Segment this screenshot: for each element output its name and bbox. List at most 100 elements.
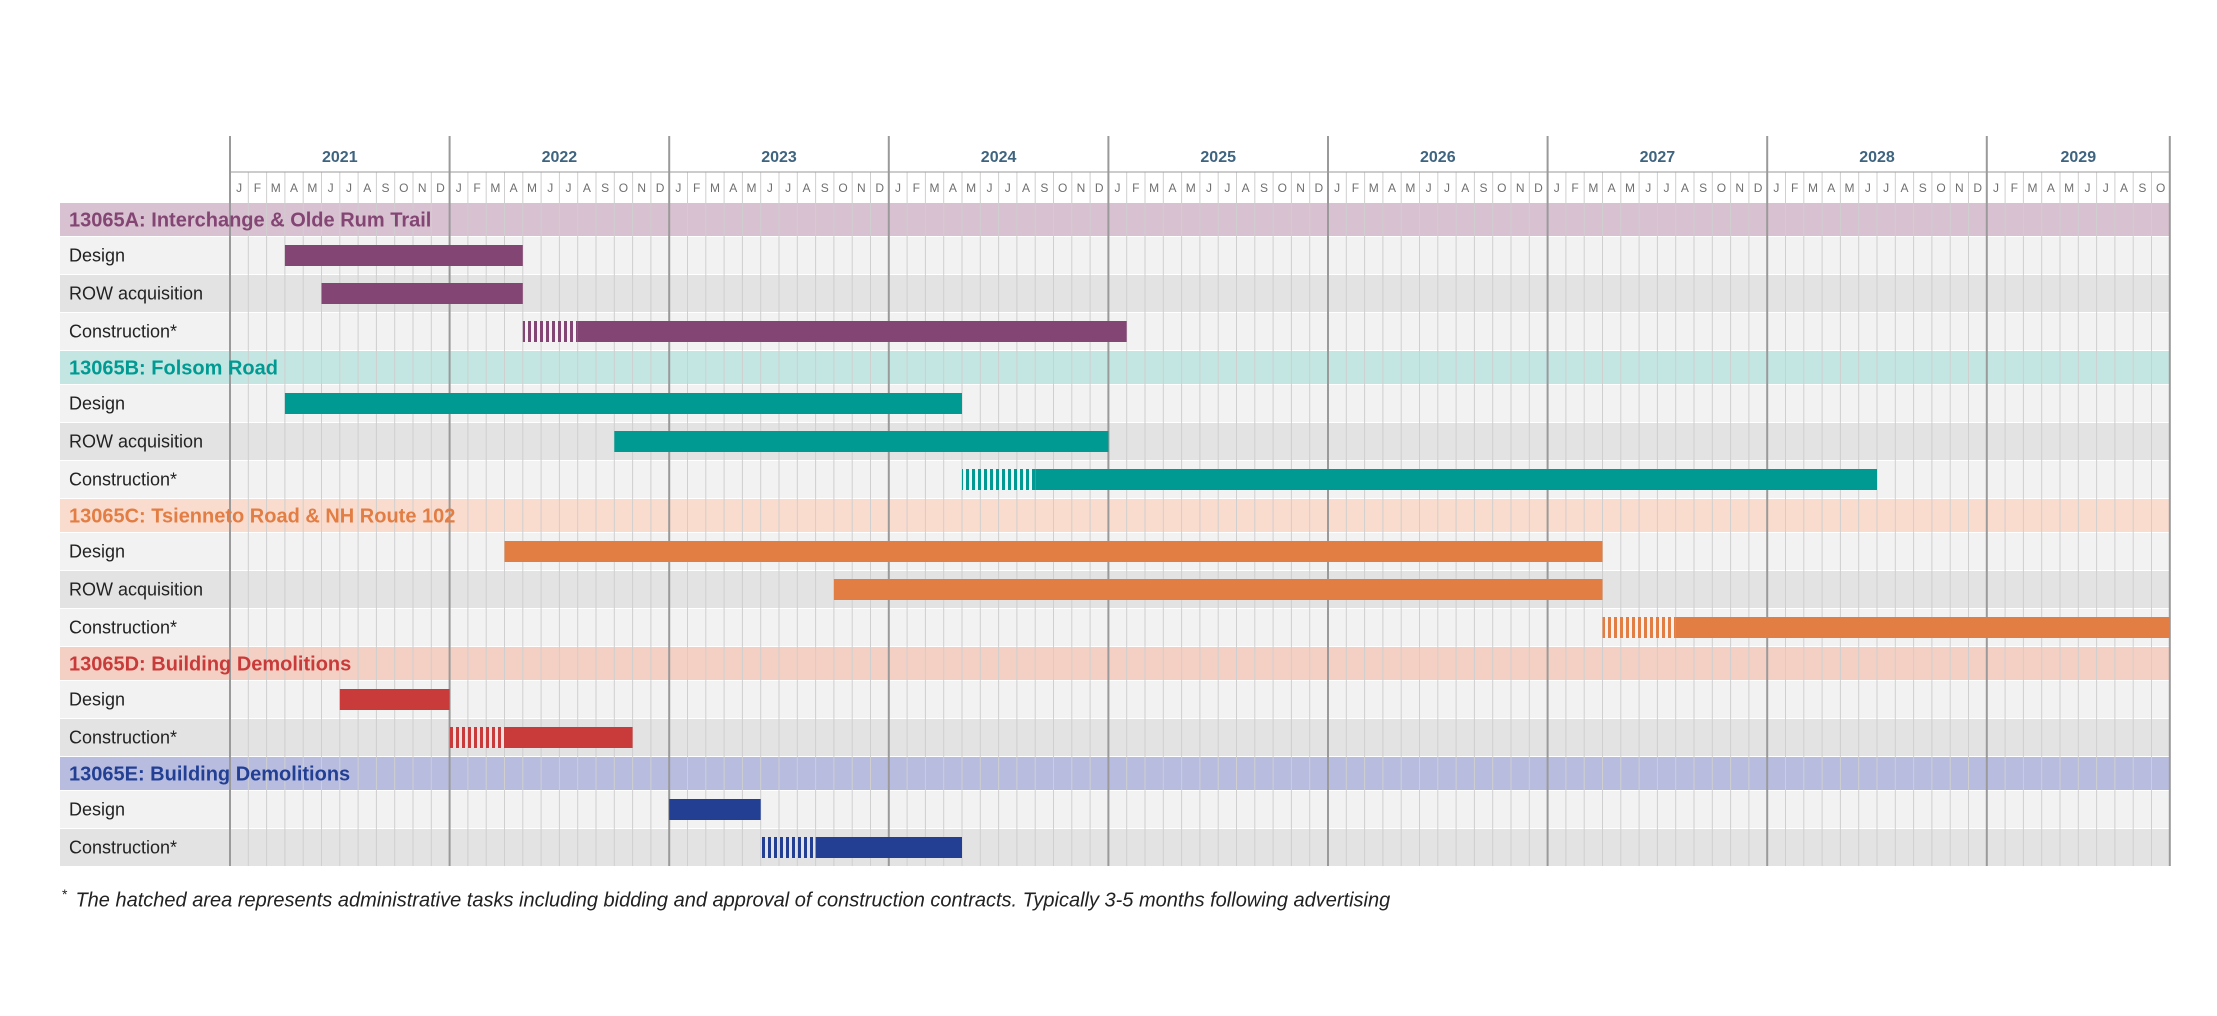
month-label: A xyxy=(363,181,371,195)
month-label: A xyxy=(1827,181,1835,195)
month-label: O xyxy=(2156,181,2165,195)
month-label: M xyxy=(966,181,976,195)
month-label: M xyxy=(490,181,500,195)
group-band xyxy=(60,647,2170,680)
month-label: J xyxy=(1993,181,1999,195)
month-label: O xyxy=(1058,181,1067,195)
month-label: O xyxy=(1278,181,1287,195)
task-label: Construction* xyxy=(69,322,177,342)
month-label: N xyxy=(637,181,646,195)
month-label: F xyxy=(1791,181,1798,195)
hatch-segment xyxy=(522,321,578,342)
task-label: Design xyxy=(69,394,125,414)
task-bars xyxy=(284,245,2170,858)
month-label: A xyxy=(729,181,737,195)
month-label: J xyxy=(1426,181,1432,195)
task-bar xyxy=(1035,469,1877,490)
month-label: N xyxy=(1955,181,1964,195)
task-label: Construction* xyxy=(69,470,177,490)
month-label: M xyxy=(1405,181,1415,195)
month-label: M xyxy=(307,181,317,195)
month-label: N xyxy=(1735,181,1744,195)
month-label: J xyxy=(2103,181,2109,195)
month-label: J xyxy=(328,181,334,195)
month-label: N xyxy=(418,181,427,195)
footnote-marker: * xyxy=(62,886,68,902)
group-label: 13065E: Building Demolitions xyxy=(69,764,350,786)
year-label: 2028 xyxy=(1859,149,1895,166)
row-backgrounds xyxy=(60,203,2170,866)
task-bar xyxy=(284,393,962,414)
month-label: J xyxy=(1773,181,1779,195)
month-label: J xyxy=(236,181,242,195)
month-label: J xyxy=(346,181,352,195)
month-label: A xyxy=(2047,181,2055,195)
month-label: N xyxy=(1296,181,1305,195)
task-row-background xyxy=(60,423,2170,460)
month-label: M xyxy=(1588,181,1598,195)
task-bar xyxy=(577,321,1127,342)
year-label: 2021 xyxy=(322,149,358,166)
month-label: D xyxy=(436,181,445,195)
task-label: Design xyxy=(69,246,125,266)
month-label: O xyxy=(1936,181,1945,195)
group-band xyxy=(60,757,2170,790)
task-label: Design xyxy=(69,800,125,820)
month-label: A xyxy=(1242,181,1250,195)
month-label: A xyxy=(1608,181,1616,195)
hatch-segment xyxy=(1602,617,1676,638)
month-label: A xyxy=(290,181,298,195)
month-label: M xyxy=(930,181,940,195)
hatch-segment xyxy=(449,727,505,748)
month-label: A xyxy=(1900,181,1908,195)
month-label: O xyxy=(1497,181,1506,195)
month-label: A xyxy=(1681,181,1689,195)
month-label: A xyxy=(802,181,810,195)
month-label: S xyxy=(601,181,609,195)
task-label: ROW acquisition xyxy=(69,580,203,600)
month-label: M xyxy=(1845,181,1855,195)
year-label: 2023 xyxy=(761,149,797,166)
task-label: Construction* xyxy=(69,728,177,748)
month-label: F xyxy=(1352,181,1359,195)
month-label: J xyxy=(566,181,572,195)
month-label: J xyxy=(547,181,553,195)
task-label: Design xyxy=(69,690,125,710)
month-label: J xyxy=(1206,181,1212,195)
month-label: N xyxy=(1516,181,1525,195)
month-label: S xyxy=(382,181,390,195)
month-label: D xyxy=(1973,181,1982,195)
group-band xyxy=(60,499,2170,532)
month-label: N xyxy=(1077,181,1086,195)
month-label: F xyxy=(913,181,920,195)
month-label: M xyxy=(1625,181,1635,195)
month-label: O xyxy=(399,181,408,195)
task-bar xyxy=(339,689,450,710)
group-band xyxy=(60,351,2170,384)
footnote: * The hatched area represents administrat… xyxy=(62,886,1662,913)
year-label: 2027 xyxy=(1640,149,1676,166)
month-label: S xyxy=(1260,181,1268,195)
task-label: Construction* xyxy=(69,618,177,638)
month-label: J xyxy=(456,181,462,195)
month-label: S xyxy=(1480,181,1488,195)
month-label: M xyxy=(271,181,281,195)
month-label: D xyxy=(1315,181,1324,195)
month-label: J xyxy=(2084,181,2090,195)
month-label: F xyxy=(2011,181,2018,195)
month-label: F xyxy=(473,181,480,195)
month-label: A xyxy=(1461,181,1469,195)
month-label: S xyxy=(821,181,829,195)
month-label: M xyxy=(710,181,720,195)
month-label: D xyxy=(1534,181,1543,195)
task-bar xyxy=(833,579,1603,600)
group-label: 13065A: Interchange & Olde Rum Trail xyxy=(69,210,431,232)
month-label: A xyxy=(1022,181,1030,195)
month-label: D xyxy=(1095,181,1104,195)
month-label: J xyxy=(1334,181,1340,195)
grid-lines xyxy=(229,136,2171,866)
task-label: Construction* xyxy=(69,838,177,858)
month-label: M xyxy=(1369,181,1379,195)
month-label: J xyxy=(1883,181,1889,195)
